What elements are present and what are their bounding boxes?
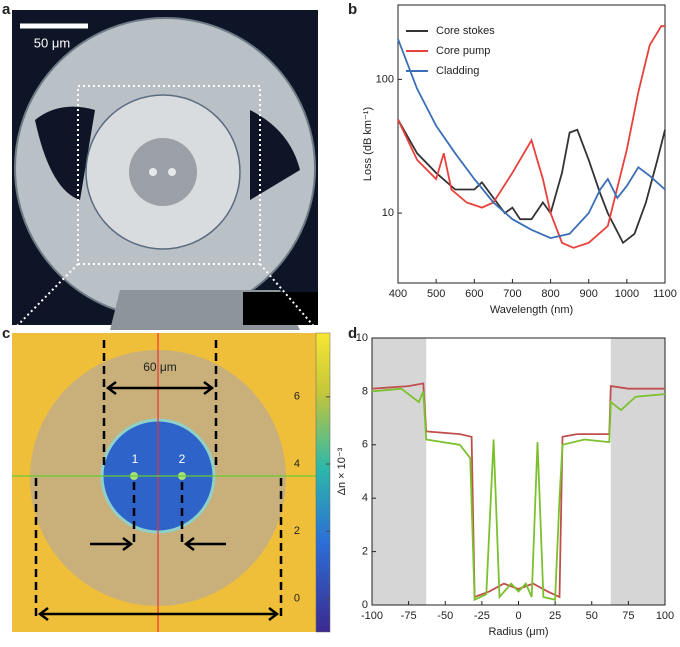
y-tick-label: 0 (362, 599, 368, 611)
series-line (397, 38, 666, 240)
x-tick-label: 700 (503, 288, 521, 300)
x-tick-label: 50 (586, 610, 598, 622)
colorbar-tick-label: 2 (294, 525, 300, 537)
x-tick-label: 1000 (615, 288, 639, 300)
annotation: 2 (179, 452, 186, 466)
micrograph: 50 μm (11, 10, 319, 332)
panel-label: a (2, 1, 11, 18)
x-tick-label: 800 (541, 288, 559, 300)
colorbar (315, 332, 331, 633)
panel-label: b (348, 1, 357, 18)
colorbar-tick-label: 6 (294, 391, 300, 403)
x-axis-label: Wavelength (nm) (490, 304, 573, 316)
y-tick-label: 10 (356, 332, 368, 344)
annotation: 60 μm (143, 360, 177, 374)
y-tick-label: 4 (362, 492, 368, 504)
x-tick-label: 500 (427, 288, 445, 300)
x-tick-label: 400 (389, 288, 407, 300)
x-tick-label: -50 (437, 610, 453, 622)
x-tick-label: 900 (580, 288, 598, 300)
legend-label: Cladding (436, 65, 479, 77)
x-tick-label: -100 (361, 610, 383, 622)
x-tick-label: 100 (656, 610, 674, 622)
x-tick-label: -75 (401, 610, 417, 622)
y-tick-label: 100 (376, 73, 394, 85)
x-tick-label: 25 (549, 610, 561, 622)
y-tick-label: 2 (362, 546, 368, 558)
y-tick-label: 10 (382, 207, 394, 219)
shaded-region (372, 338, 427, 605)
panel-label: d (348, 325, 357, 342)
x-axis-label: Radius (μm) (488, 626, 548, 638)
y-tick-label: 8 (362, 385, 368, 397)
index-map: 60 μm 1 2 (12, 332, 331, 633)
legend-label: Core pump (436, 45, 490, 57)
y-axis-label: Loss (dB km⁻¹) (362, 107, 374, 181)
x-tick-label: 75 (622, 610, 634, 622)
x-tick-label: 0 (515, 610, 521, 622)
colorbar-tick-label: 4 (294, 458, 300, 470)
y-tick-label: 6 (362, 439, 368, 451)
shaded-region (610, 338, 665, 605)
x-tick-label: 1100 (653, 288, 677, 300)
x-tick-label: -25 (474, 610, 490, 622)
colorbar-tick-label: 0 (294, 592, 300, 604)
annotation: 1 (132, 452, 139, 466)
x-tick-label: 600 (465, 288, 483, 300)
series-line (397, 25, 665, 249)
series-line (371, 387, 666, 602)
legend-label: Core stokes (436, 25, 495, 37)
plot-frame (397, 4, 666, 284)
series-line (397, 119, 666, 245)
panel-label: c (2, 325, 10, 342)
scale-bar-label: 50 μm (34, 35, 70, 50)
y-axis-label: Δn × 10⁻³ (336, 447, 348, 495)
